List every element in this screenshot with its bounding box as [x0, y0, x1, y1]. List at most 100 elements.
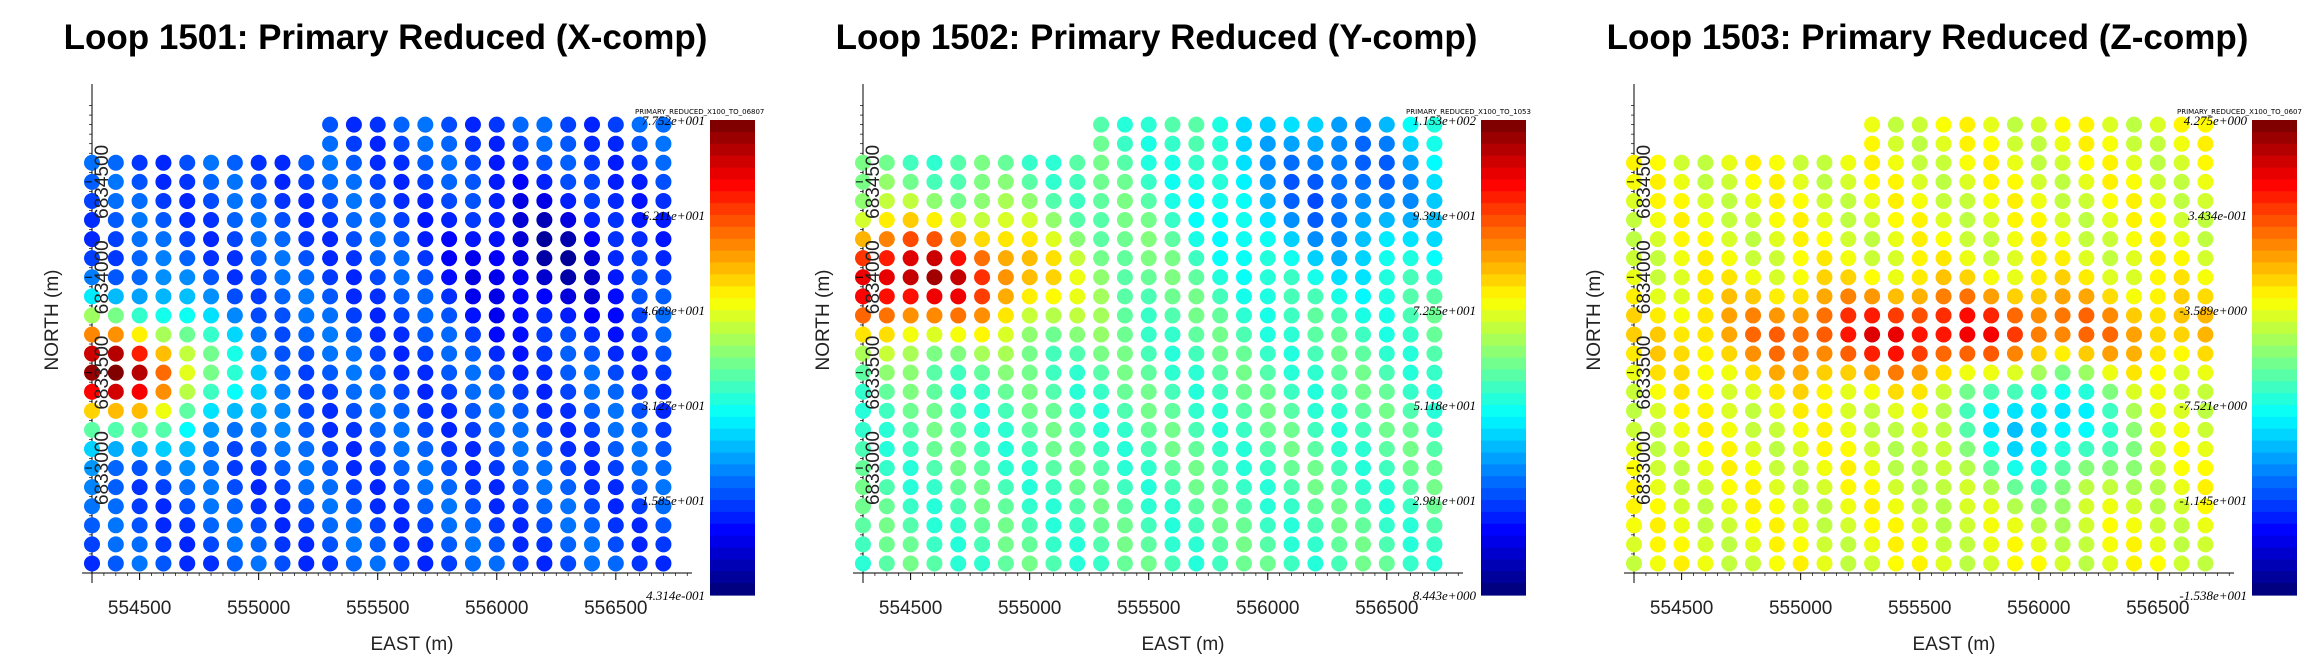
station-point — [950, 364, 967, 381]
station-point — [298, 173, 315, 190]
station-point — [1887, 383, 1904, 400]
station-point — [345, 536, 362, 553]
station-point — [84, 498, 100, 515]
station-point — [84, 402, 100, 419]
station-point — [1259, 536, 1276, 553]
station-point — [250, 192, 267, 209]
station-point — [1959, 479, 1976, 496]
station-point — [393, 173, 410, 190]
station-point — [2197, 345, 2214, 362]
colorbar-segment — [710, 120, 755, 133]
station-point — [2078, 231, 2095, 248]
station-point — [2030, 479, 2047, 496]
station-point — [1331, 498, 1348, 515]
station-point — [631, 269, 648, 286]
station-point — [974, 212, 991, 229]
station-point — [1140, 364, 1157, 381]
station-point — [155, 364, 172, 381]
colorbar-segment — [710, 203, 755, 216]
x-tick-label: 554500 — [879, 598, 942, 619]
station-point — [2078, 116, 2095, 133]
station-point — [1745, 479, 1762, 496]
station-point — [1212, 307, 1229, 324]
station-point — [488, 345, 505, 362]
colorbar-segment — [1481, 345, 1526, 359]
station-point — [1093, 555, 1110, 572]
station-point — [1235, 269, 1252, 286]
station-point — [1283, 498, 1300, 515]
station-point — [1235, 498, 1252, 515]
station-point — [107, 173, 124, 190]
station-point — [1045, 536, 1062, 553]
station-point — [926, 231, 943, 248]
colorbar-segment — [710, 464, 755, 477]
station-point — [2006, 250, 2023, 267]
station-point — [1673, 498, 1690, 515]
station-point — [2126, 440, 2142, 457]
station-point — [878, 307, 895, 324]
station-point — [298, 250, 315, 267]
station-point — [607, 383, 624, 400]
station-point — [2197, 173, 2214, 190]
station-point — [298, 421, 315, 438]
station-point — [1697, 173, 1714, 190]
station-point — [369, 364, 386, 381]
station-point — [1355, 383, 1371, 400]
station-point — [298, 536, 315, 553]
station-point — [1983, 479, 2000, 496]
station-point — [2054, 326, 2071, 343]
station-point — [369, 383, 386, 400]
station-point — [2173, 383, 2190, 400]
station-point — [2078, 173, 2095, 190]
station-point — [926, 479, 943, 496]
station-point — [1935, 555, 1952, 572]
station-point — [2126, 212, 2142, 229]
station-point — [607, 498, 624, 515]
station-point — [1164, 250, 1181, 267]
station-point — [1626, 421, 1642, 438]
station-point — [1188, 212, 1205, 229]
station-point — [488, 536, 505, 553]
station-point — [155, 421, 172, 438]
station-point — [2054, 307, 2071, 324]
station-point — [1626, 555, 1642, 572]
station-point — [369, 135, 386, 152]
station-point — [2149, 460, 2166, 477]
station-point — [1045, 173, 1062, 190]
station-point — [250, 479, 267, 496]
station-point — [2197, 326, 2214, 343]
station-point — [1673, 231, 1690, 248]
station-point — [560, 192, 577, 209]
station-point — [536, 345, 553, 362]
station-point — [1331, 269, 1348, 286]
station-point — [2126, 192, 2142, 209]
station-point — [155, 192, 172, 209]
station-point — [1864, 345, 1881, 362]
station-point — [1021, 460, 1038, 477]
station-point — [1212, 421, 1229, 438]
station-point — [107, 212, 124, 229]
station-point — [1164, 288, 1181, 305]
station-point — [1768, 326, 1785, 343]
station-point — [950, 212, 967, 229]
station-point — [1259, 250, 1276, 267]
station-point — [1283, 460, 1300, 477]
colorbar-segment — [710, 511, 755, 525]
station-point — [1426, 555, 1443, 572]
station-point — [1331, 192, 1348, 209]
station-point — [226, 192, 243, 209]
colorbar-tick-label: 3.434e-001 — [2187, 208, 2247, 223]
station-point — [417, 288, 434, 305]
station-point — [1093, 364, 1110, 381]
station-point — [488, 154, 505, 171]
station-point — [2102, 383, 2119, 400]
colorbar-segment — [710, 215, 755, 228]
station-point — [1116, 326, 1133, 343]
station-point — [1140, 231, 1157, 248]
station-point — [926, 250, 943, 267]
station-point — [512, 116, 529, 133]
station-point — [655, 383, 672, 400]
station-point — [417, 460, 434, 477]
station-point — [536, 269, 553, 286]
station-point — [1959, 517, 1976, 534]
